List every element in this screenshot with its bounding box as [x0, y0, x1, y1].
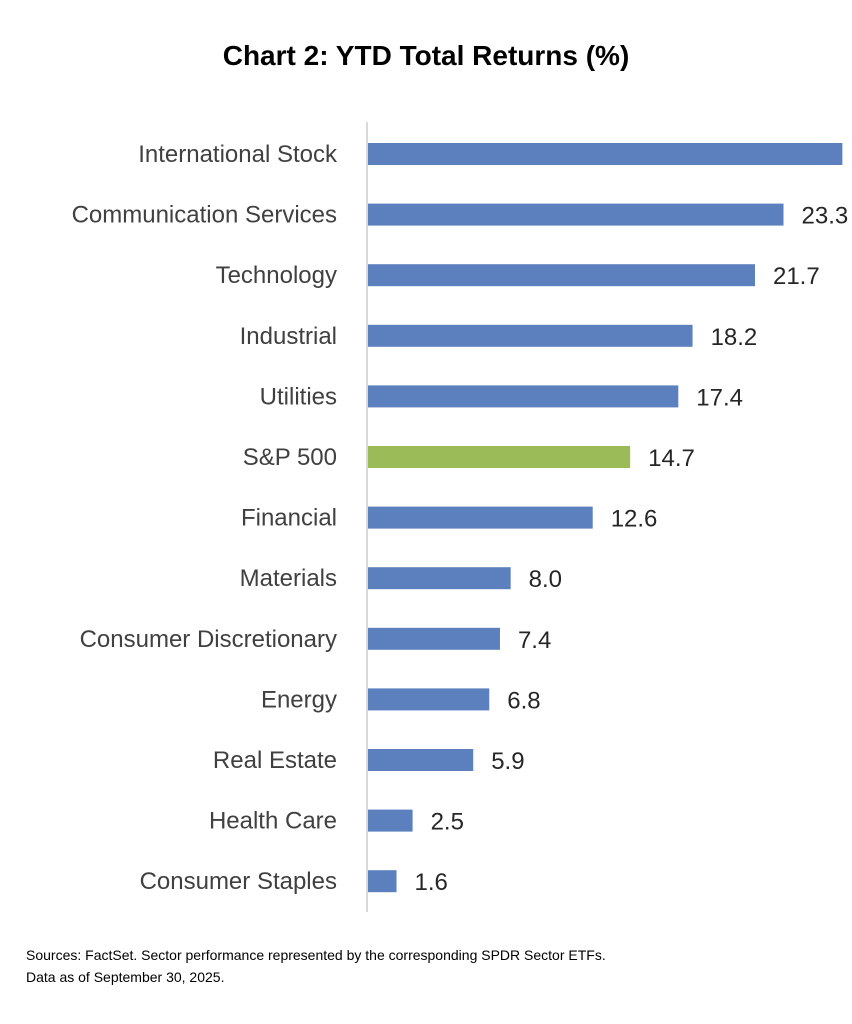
source-note-line-1: Sources: FactSet. Sector performance rep…: [26, 947, 606, 963]
bar-real-estate: [368, 749, 474, 771]
category-label-health-care: Health Care: [209, 808, 337, 835]
category-label-materials: Materials: [240, 565, 337, 592]
bar-communication-services: [368, 203, 784, 226]
bar-industrial: [368, 324, 693, 347]
category-label-industrial: Industrial: [240, 323, 337, 350]
bar-financial: [368, 506, 593, 529]
value-label-real-estate: 5.9: [491, 748, 524, 775]
value-label-financial: 12.6: [611, 506, 658, 533]
value-label-consumer-staples: 1.6: [415, 869, 448, 896]
bar-sandp-500: [368, 446, 631, 468]
category-label-utilities: Utilities: [260, 383, 337, 410]
chart-title: Chart 2: YTD Total Returns (%): [222, 40, 630, 71]
category-label-international-stock: International Stock: [138, 141, 338, 168]
bar-health-care: [368, 809, 413, 832]
value-label-health-care: 2.5: [431, 809, 464, 836]
category-label-energy: Energy: [261, 686, 337, 713]
category-label-technology: Technology: [216, 262, 337, 289]
bar-consumer-discretionary: [368, 627, 500, 650]
value-label-communication-services: 23.3: [802, 203, 849, 230]
source-note-line-2: Data as of September 30, 2025.: [26, 969, 225, 985]
value-label-materials: 8.0: [529, 566, 562, 593]
category-label-real-estate: Real Estate: [213, 747, 337, 774]
value-label-utilities: 17.4: [696, 384, 743, 411]
value-label-technology: 21.7: [773, 263, 820, 290]
category-label-consumer-staples: Consumer Staples: [140, 868, 337, 895]
bar-utilities: [368, 385, 679, 408]
bar-energy: [368, 688, 490, 711]
value-label-industrial: 18.2: [711, 324, 758, 351]
value-label-sandp-500: 14.7: [648, 445, 695, 472]
bar-technology: [368, 264, 755, 287]
source-note: Sources: FactSet. Sector performance rep…: [26, 944, 606, 988]
category-label-consumer-discretionary: Consumer Discretionary: [80, 626, 337, 653]
category-label-financial: Financial: [241, 505, 337, 532]
bars-group: International Stock26.6Communication Ser…: [72, 141, 849, 896]
value-label-energy: 6.8: [507, 687, 540, 714]
category-label-sandp-500: S&P 500: [243, 444, 337, 471]
category-label-communication-services: Communication Services: [72, 202, 337, 229]
bar-materials: [368, 567, 511, 590]
value-label-consumer-discretionary: 7.4: [518, 627, 551, 654]
bar-consumer-staples: [368, 870, 397, 893]
bar-international-stock: [368, 143, 843, 165]
